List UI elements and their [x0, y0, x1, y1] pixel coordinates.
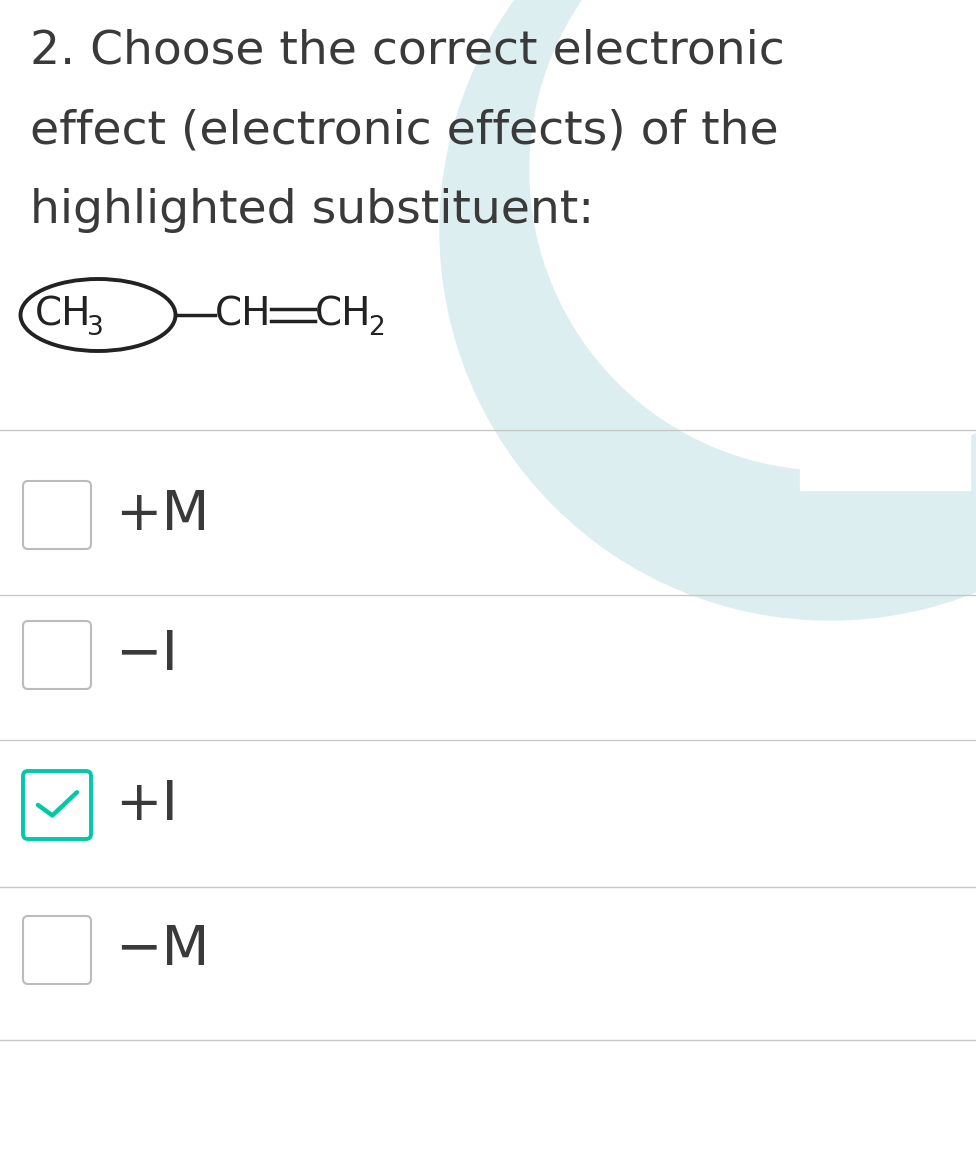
FancyBboxPatch shape [23, 771, 91, 838]
Bar [800, 0, 970, 489]
Text: 3: 3 [87, 315, 103, 341]
FancyBboxPatch shape [23, 916, 91, 984]
FancyBboxPatch shape [23, 481, 91, 549]
Text: +M: +M [115, 488, 210, 542]
Text: −M: −M [115, 923, 210, 977]
Text: CH: CH [35, 296, 92, 334]
Text: highlighted substituent:: highlighted substituent: [30, 189, 594, 233]
Text: +I: +I [115, 778, 178, 833]
Text: CH: CH [215, 296, 271, 334]
Text: effect (electronic effects) of the: effect (electronic effects) of the [30, 108, 779, 153]
FancyBboxPatch shape [23, 621, 91, 689]
Text: 2. Choose the correct electronic: 2. Choose the correct electronic [30, 28, 785, 73]
Bar [740, 0, 976, 560]
Text: 2: 2 [368, 315, 385, 341]
Circle shape [530, 0, 976, 470]
Circle shape [440, 0, 976, 619]
Text: CH: CH [315, 296, 372, 334]
Text: −I: −I [115, 628, 178, 682]
